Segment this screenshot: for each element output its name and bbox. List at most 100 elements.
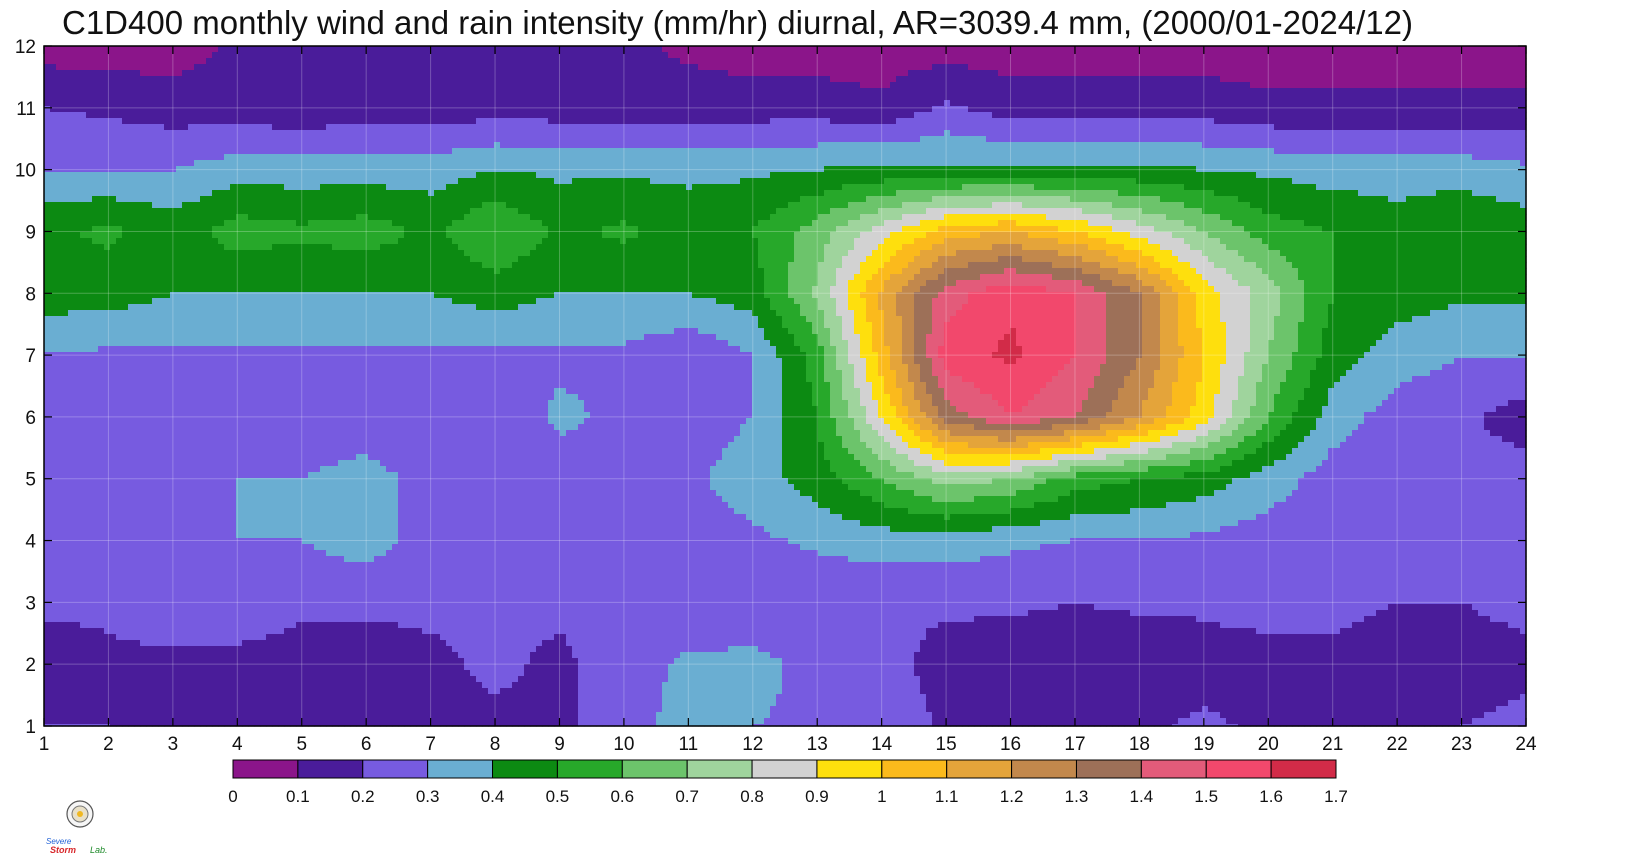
contour-cell bbox=[596, 160, 603, 167]
contour-cell bbox=[992, 46, 999, 53]
contour-cell bbox=[650, 52, 657, 59]
contour-cell bbox=[314, 94, 321, 101]
contour-cell bbox=[1250, 106, 1257, 113]
contour-cell bbox=[392, 148, 399, 155]
contour-cell bbox=[1346, 118, 1353, 125]
contour-cell bbox=[140, 160, 147, 167]
contour-cell bbox=[872, 124, 879, 131]
contour-cell bbox=[734, 76, 741, 83]
contour-cell bbox=[92, 160, 99, 167]
contour-cell bbox=[1070, 130, 1077, 137]
contour-cell bbox=[1430, 52, 1437, 59]
contour-cell bbox=[260, 124, 267, 131]
contour-cell bbox=[440, 106, 447, 113]
contour-cell bbox=[806, 58, 813, 65]
contour-cell bbox=[914, 112, 921, 119]
contour-cell bbox=[56, 58, 63, 65]
contour-cell bbox=[1244, 160, 1251, 167]
contour-cell bbox=[908, 100, 915, 107]
contour-cell bbox=[1412, 94, 1419, 101]
contour-cell bbox=[1328, 142, 1335, 149]
contour-cell bbox=[908, 76, 915, 83]
contour-cell bbox=[656, 52, 663, 59]
contour-cell bbox=[584, 106, 591, 113]
contour-cell bbox=[1430, 100, 1437, 107]
contour-cell bbox=[1514, 112, 1521, 119]
contour-cell bbox=[80, 52, 87, 59]
contour-cell bbox=[1118, 52, 1125, 59]
contour-cell bbox=[722, 118, 729, 125]
contour-cell bbox=[1466, 82, 1473, 89]
contour-cell bbox=[134, 52, 141, 59]
contour-cell bbox=[1262, 148, 1269, 155]
contour-cell bbox=[1004, 100, 1011, 107]
contour-cell bbox=[302, 112, 309, 119]
contour-cell bbox=[212, 160, 219, 167]
contour-cell bbox=[794, 136, 801, 143]
contour-cell bbox=[272, 160, 279, 167]
contour-cell bbox=[1490, 142, 1497, 149]
contour-cell bbox=[1286, 46, 1293, 53]
contour-cell bbox=[830, 112, 837, 119]
contour-cell bbox=[584, 52, 591, 59]
contour-cell bbox=[440, 76, 447, 83]
contour-cell bbox=[1214, 88, 1221, 95]
contour-cell bbox=[620, 160, 627, 167]
contour-cell bbox=[980, 136, 987, 143]
contour-cell bbox=[1436, 100, 1443, 107]
contour-cell bbox=[770, 124, 777, 131]
contour-cell bbox=[428, 112, 435, 119]
contour-cell bbox=[128, 142, 135, 149]
contour-cell bbox=[1148, 46, 1155, 53]
contour-cell bbox=[1016, 142, 1023, 149]
contour-cell bbox=[500, 46, 507, 53]
contour-cell bbox=[212, 142, 219, 149]
contour-cell bbox=[458, 118, 465, 125]
contour-cell bbox=[356, 88, 363, 95]
contour-cell bbox=[1142, 130, 1149, 137]
contour-cell bbox=[980, 124, 987, 131]
contour-cell bbox=[194, 94, 201, 101]
contour-cell bbox=[434, 82, 441, 89]
contour-cell bbox=[656, 88, 663, 95]
contour-cell bbox=[1358, 46, 1365, 53]
contour-cell bbox=[302, 124, 309, 131]
contour-cell bbox=[890, 52, 897, 59]
contour-cell bbox=[350, 112, 357, 119]
contour-cell bbox=[1214, 106, 1221, 113]
contour-cell bbox=[206, 58, 213, 65]
contour-cell bbox=[1262, 154, 1269, 161]
contour-cell bbox=[266, 130, 273, 137]
contour-cell bbox=[824, 58, 831, 65]
contour-cell bbox=[284, 88, 291, 95]
contour-cell bbox=[1334, 130, 1341, 137]
contour-cell bbox=[314, 160, 321, 167]
contour-cell bbox=[968, 160, 975, 167]
contour-cell bbox=[608, 76, 615, 83]
contour-cell bbox=[1064, 52, 1071, 59]
contour-cell bbox=[932, 118, 939, 125]
contour-cell bbox=[656, 94, 663, 101]
contour-cell bbox=[1364, 106, 1371, 113]
contour-cell bbox=[338, 106, 345, 113]
contour-cell bbox=[176, 148, 183, 155]
contour-cell bbox=[794, 130, 801, 137]
contour-cell bbox=[1262, 88, 1269, 95]
contour-cell bbox=[524, 46, 531, 53]
contour-cell bbox=[824, 94, 831, 101]
contour-cell bbox=[542, 124, 549, 131]
contour-cell bbox=[224, 70, 231, 77]
contour-cell bbox=[482, 130, 489, 137]
contour-cell bbox=[596, 46, 603, 53]
contour-cell bbox=[536, 160, 543, 167]
contour-cell bbox=[524, 118, 531, 125]
contour-cell bbox=[140, 94, 147, 101]
contour-cell bbox=[62, 82, 69, 89]
contour-cell bbox=[1514, 52, 1521, 59]
contour-cell bbox=[344, 130, 351, 137]
contour-cell bbox=[590, 148, 597, 155]
contour-cell bbox=[524, 148, 531, 155]
contour-cell bbox=[464, 88, 471, 95]
contour-cell bbox=[446, 142, 453, 149]
contour-cell bbox=[350, 88, 357, 95]
